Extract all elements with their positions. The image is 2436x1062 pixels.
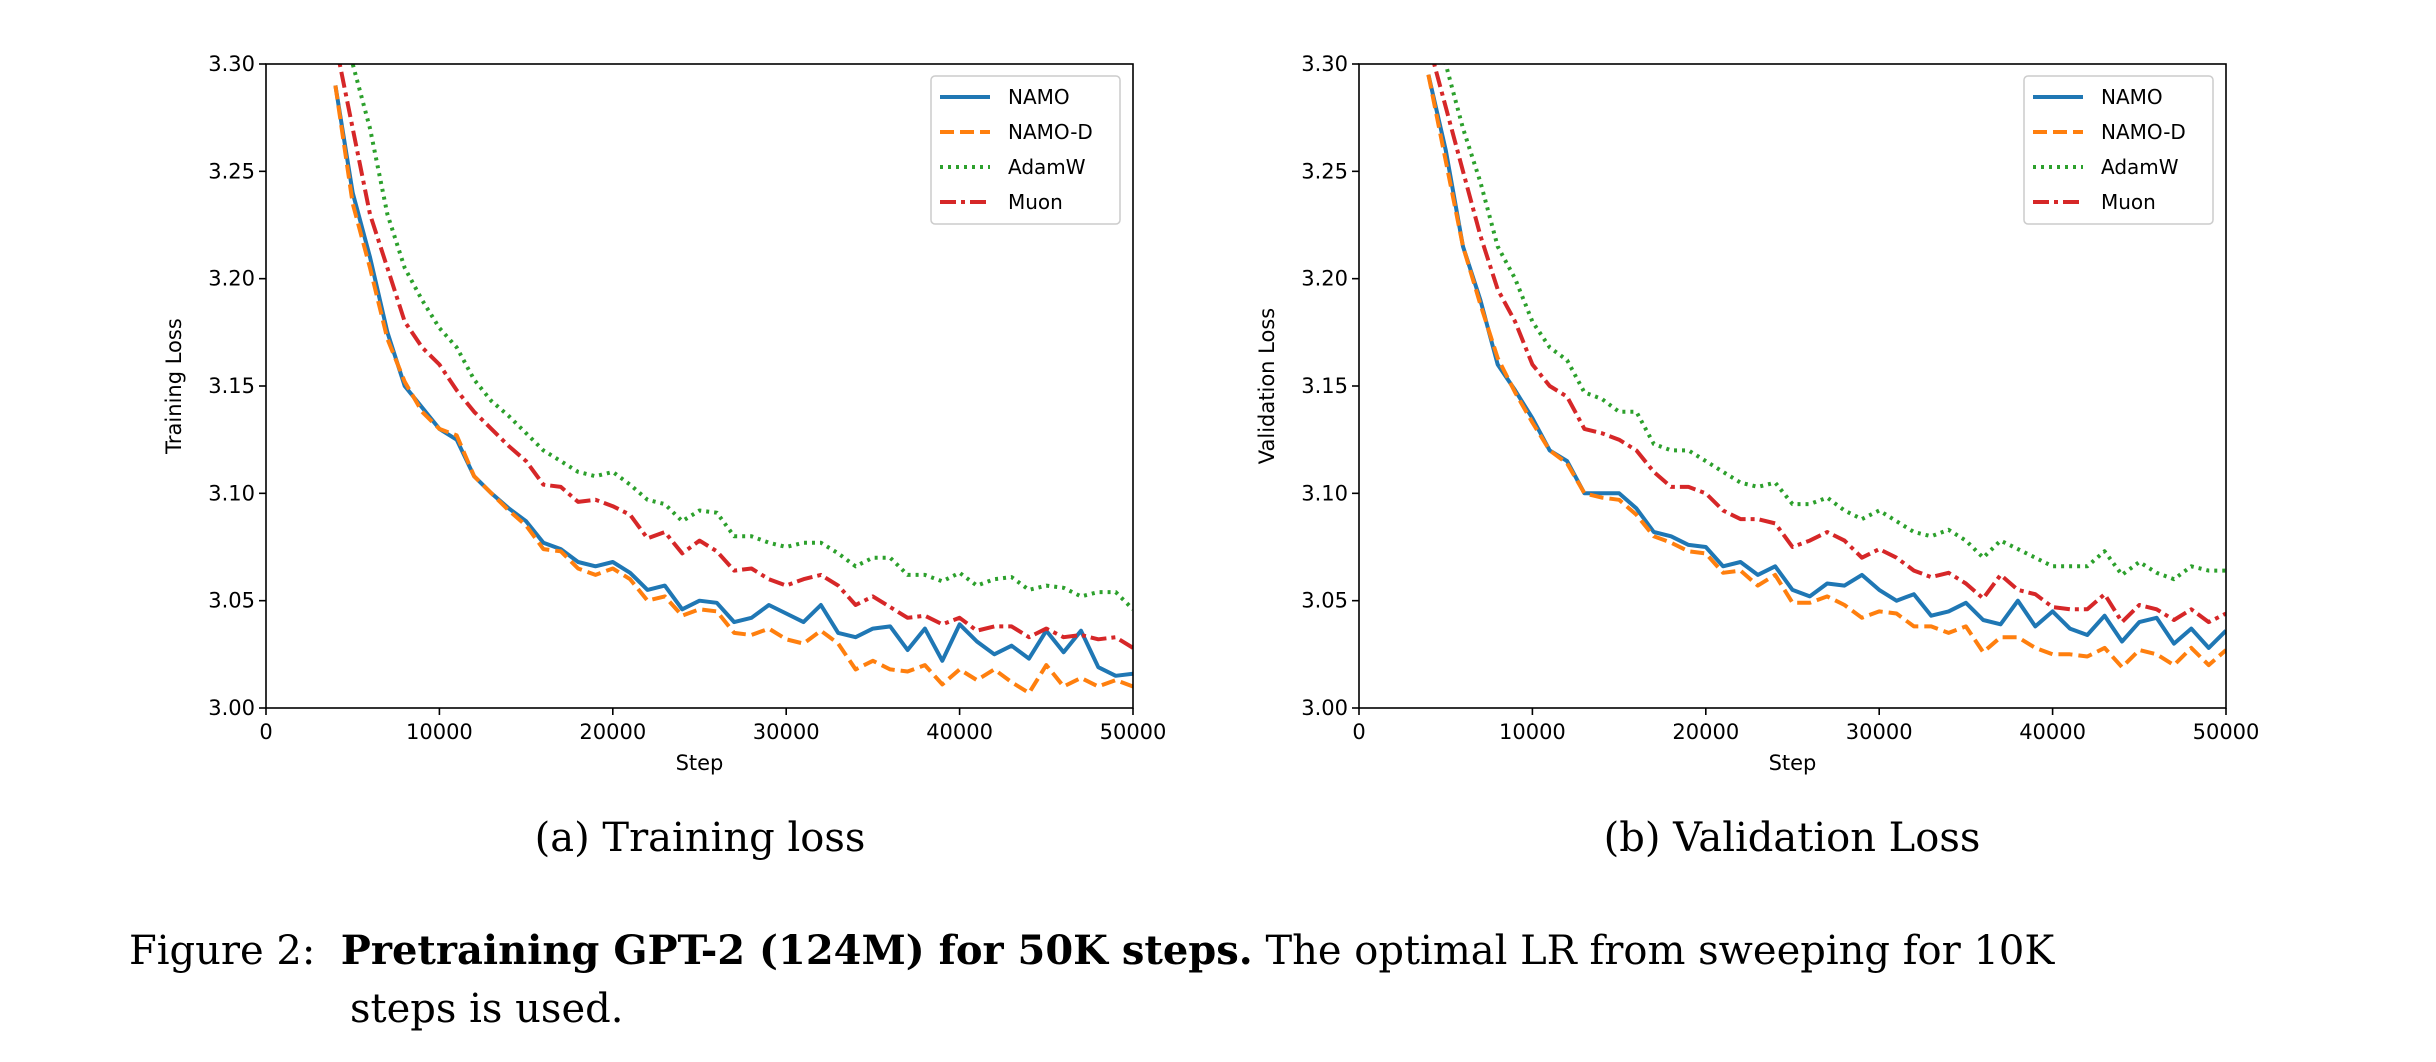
- x-tick-label: 20000: [579, 720, 646, 744]
- y-tick-label: 3.00: [208, 696, 255, 720]
- y-tick-label: 3.20: [208, 267, 255, 291]
- x-tick-label: 50000: [2193, 720, 2260, 744]
- chart-0: 0 10000 20000 30000 40000 50000 3.00 3.05 3.10 3.…: [162, 52, 1167, 775]
- x-tick-label: 30000: [1846, 720, 1913, 744]
- subcaption-a: (a) Training loss: [534, 815, 866, 861]
- x-tick-label: 0: [1352, 720, 1365, 744]
- subcaption-b: (b) Validation Loss: [1603, 815, 1981, 861]
- series-group: [1426, 64, 2226, 670]
- legend-box: [2023, 75, 2214, 225]
- x-tick-label: 0: [259, 720, 272, 744]
- y-tick-label: 3.10: [208, 481, 255, 505]
- x-tick-label: 10000: [406, 720, 473, 744]
- y-axis-label: Validation Loss: [1255, 308, 1279, 464]
- x-axis-label: Step: [1769, 751, 1817, 775]
- series-line-adamw: [1443, 64, 2226, 582]
- x-tick-label: 30000: [753, 720, 820, 744]
- figure-caption-line2: steps is used.: [350, 986, 624, 1032]
- legend-label: NAMO-D: [1008, 120, 1093, 144]
- legend-label: Muon: [1008, 190, 1063, 214]
- y-tick-label: 3.00: [1301, 696, 1348, 720]
- series-line-muon: [1432, 64, 2226, 625]
- y-axis-label: Training Loss: [162, 318, 186, 455]
- figure-caption-bold: Pretraining GPT-2 (124M) for 50K steps.: [340, 927, 1253, 974]
- y-tick-label: 3.15: [1301, 374, 1348, 398]
- legend: NAMO NAMO-D AdamW Muon: [2023, 75, 2214, 225]
- x-tick-label: 10000: [1499, 720, 1566, 744]
- figure-caption: Figure 2: Pretraining GPT-2 (124M) for 5…: [129, 922, 2054, 1038]
- legend-box: [930, 75, 1121, 225]
- series-line-namo-d: [333, 85, 1133, 695]
- x-tick-label: 20000: [1672, 720, 1739, 744]
- y-tick-label: 3.05: [208, 589, 255, 613]
- legend-label: Muon: [2101, 190, 2156, 214]
- y-tick-label: 3.25: [1301, 159, 1348, 183]
- series-line-muon: [337, 64, 1133, 650]
- y-tick-label: 3.30: [208, 52, 255, 76]
- chart-1: 0 10000 20000 30000 40000 50000 3.00 3.05 3.10 3.…: [1255, 52, 2260, 775]
- x-tick-label: 50000: [1100, 720, 1167, 744]
- y-tick-label: 3.25: [208, 159, 255, 183]
- figure-label: Figure 2:: [129, 928, 316, 974]
- legend: NAMO NAMO-D AdamW Muon: [930, 75, 1121, 225]
- x-tick-label: 40000: [926, 720, 993, 744]
- legend-label: AdamW: [2101, 155, 2179, 179]
- series-group: [333, 64, 1133, 695]
- legend-label: NAMO: [1008, 85, 1070, 109]
- y-tick-label: 3.05: [1301, 589, 1348, 613]
- legend-label: NAMO: [2101, 85, 2163, 109]
- y-tick-label: 3.20: [1301, 267, 1348, 291]
- legend-label: NAMO-D: [2101, 120, 2186, 144]
- series-line-namo-d: [1426, 74, 2226, 670]
- series-line-adamw: [350, 64, 1133, 611]
- legend-label: AdamW: [1008, 155, 1086, 179]
- y-tick-label: 3.30: [1301, 52, 1348, 76]
- y-tick-label: 3.10: [1301, 481, 1348, 505]
- x-tick-label: 40000: [2019, 720, 2086, 744]
- y-tick-label: 3.15: [208, 374, 255, 398]
- figure-caption-text: The optimal LR from sweeping for 10K: [1265, 928, 2055, 974]
- x-axis-label: Step: [676, 751, 724, 775]
